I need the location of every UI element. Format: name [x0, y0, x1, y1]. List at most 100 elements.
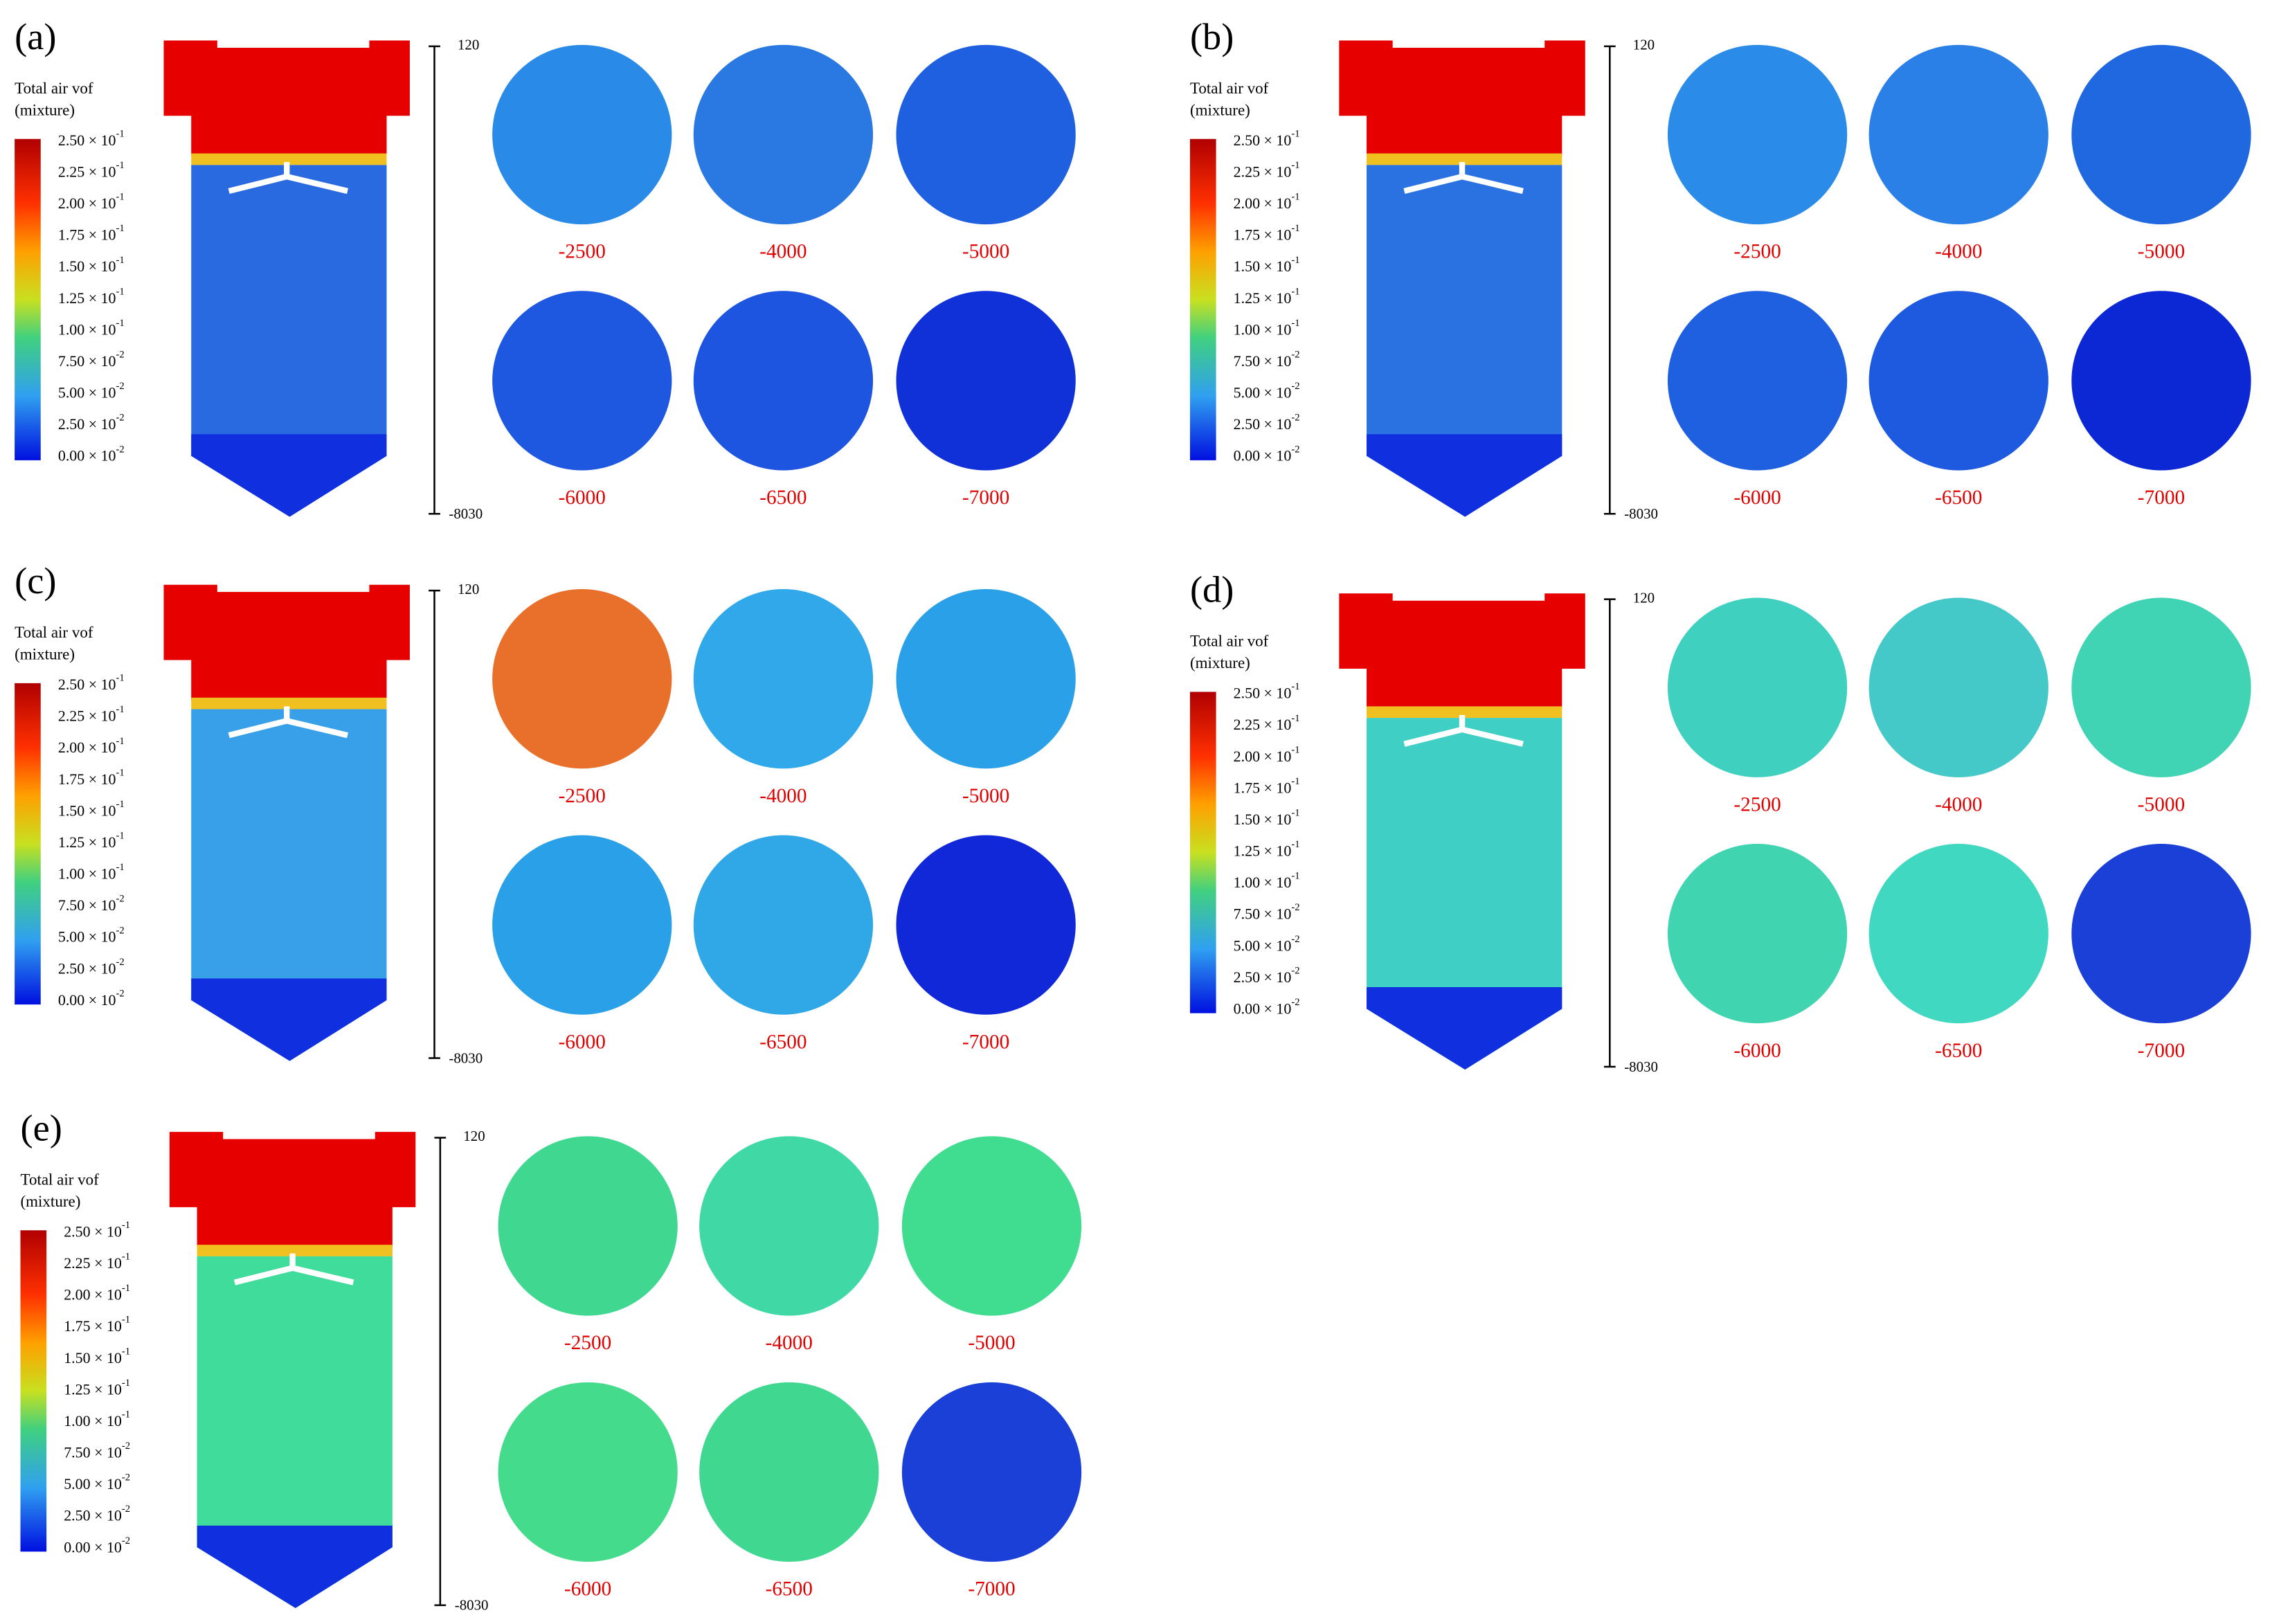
tick-mantissa: 1.50 × 10 — [64, 1349, 122, 1366]
legend-tick: 2.00 × 10-1 — [1234, 745, 1300, 765]
tick-mantissa: 1.25 × 10 — [1234, 289, 1292, 307]
scale-top: 120 — [1633, 37, 1655, 53]
vessel-interface — [1367, 706, 1562, 719]
legend-tick: 0.00 × 10-2 — [1234, 444, 1300, 464]
legend-tick: 7.50 × 10-2 — [1234, 350, 1300, 370]
slice — [693, 291, 874, 471]
tick-exponent: -2 — [116, 444, 125, 455]
tick-exponent: -1 — [122, 1220, 130, 1231]
slice — [1868, 844, 2048, 1024]
tick-mantissa: 7.50 × 10 — [58, 896, 116, 914]
tick-exponent: -2 — [1291, 934, 1299, 945]
legend-title: (mixture) — [21, 1193, 81, 1210]
tick-exponent: -2 — [1291, 413, 1299, 424]
legend-tick: 1.00 × 10-1 — [1234, 318, 1300, 338]
legend-tick: 2.25 × 10-1 — [1234, 713, 1300, 733]
panel: (e)Total air vof(mixture)2.50 × 10-12.25… — [20, 1108, 1082, 1614]
legend-tick: 2.25 × 10-1 — [58, 160, 125, 180]
vessel-top — [163, 40, 410, 156]
tick-mantissa: 5.00 × 10 — [1234, 937, 1292, 954]
panel-label: (d) — [1190, 569, 1234, 611]
legend-tick: 2.50 × 10-1 — [1234, 682, 1300, 702]
slice — [2071, 44, 2251, 225]
tick-exponent: -1 — [116, 129, 125, 140]
legend-tick: 7.50 × 10-2 — [1234, 903, 1300, 923]
legend-tick: 0.00 × 10-2 — [1234, 997, 1300, 1017]
tick-exponent: -1 — [1291, 871, 1299, 882]
slice — [2071, 291, 2251, 471]
legend-tick: 2.50 × 10-1 — [58, 129, 125, 149]
legend-tick: 2.25 × 10-1 — [64, 1252, 130, 1272]
tick-exponent: -1 — [122, 1252, 130, 1263]
tick-exponent: -1 — [116, 705, 125, 716]
slice-label: -5000 — [2138, 793, 2185, 815]
vessel-interface — [1367, 153, 1562, 165]
vessel-bottom — [191, 978, 387, 1061]
slice-label: -2500 — [564, 1332, 611, 1354]
tick-mantissa: 2.00 × 10 — [58, 195, 116, 212]
tick-exponent: -1 — [1291, 745, 1299, 756]
slice-label: -6500 — [759, 1031, 807, 1053]
vessel-top — [1339, 593, 1585, 710]
legend-tick: 2.50 × 10-2 — [1234, 413, 1300, 433]
tick-exponent: -2 — [1291, 997, 1299, 1008]
tick-mantissa: 2.50 × 10 — [1234, 685, 1292, 702]
tick-mantissa: 2.00 × 10 — [1234, 748, 1292, 765]
colorbar — [1189, 692, 1216, 1013]
tick-mantissa: 0.00 × 10 — [64, 1538, 122, 1555]
panel: (d)Total air vof(mixture)2.50 × 10-12.25… — [1189, 569, 2251, 1075]
tick-mantissa: 2.00 × 10 — [1234, 195, 1292, 212]
tick-exponent: -1 — [116, 831, 125, 842]
tick-mantissa: 2.50 × 10 — [1234, 968, 1292, 986]
legend-tick: 2.25 × 10-1 — [58, 705, 125, 725]
panel-label: (e) — [21, 1108, 62, 1149]
legend-tick: 1.00 × 10-1 — [58, 318, 125, 338]
panel-label: (b) — [1190, 16, 1234, 57]
vessel-body — [1367, 718, 1562, 1070]
tick-exponent: -2 — [116, 381, 125, 392]
tick-mantissa: 1.00 × 10 — [58, 865, 116, 883]
tick-exponent: -1 — [1291, 160, 1299, 171]
slice-label: -5000 — [962, 241, 1009, 263]
slice — [896, 835, 1076, 1015]
legend-tick: 2.50 × 10-2 — [58, 413, 125, 433]
tick-mantissa: 5.00 × 10 — [64, 1475, 122, 1492]
slice — [2071, 844, 2251, 1024]
legend-tick: 1.75 × 10-1 — [1234, 776, 1300, 796]
tick-mantissa: 1.25 × 10 — [1234, 842, 1292, 860]
tick-exponent: -2 — [1291, 444, 1299, 455]
slice-label: -7000 — [962, 1031, 1009, 1053]
vessel-interface — [197, 1245, 393, 1256]
slice — [896, 589, 1076, 769]
legend-tick: 2.50 × 10-1 — [58, 673, 125, 693]
tick-mantissa: 2.00 × 10 — [64, 1286, 122, 1303]
tick-mantissa: 0.00 × 10 — [58, 991, 116, 1009]
slice-label: -4000 — [759, 241, 807, 263]
slice-label: -7000 — [2138, 487, 2185, 509]
sparger — [228, 706, 349, 739]
tick-exponent: -2 — [116, 413, 125, 424]
vessel-body — [191, 165, 387, 517]
scale-top: 120 — [458, 37, 479, 53]
legend-tick: 0.00 × 10-2 — [58, 444, 125, 464]
tick-mantissa: 1.75 × 10 — [1234, 226, 1292, 244]
tick-exponent: -1 — [116, 160, 125, 171]
tick-mantissa: 1.75 × 10 — [64, 1317, 122, 1335]
legend-tick: 1.00 × 10-1 — [1234, 871, 1300, 891]
slice — [498, 1382, 678, 1562]
legend-tick: 1.25 × 10-1 — [58, 287, 125, 307]
vessel-bottom — [1367, 434, 1562, 517]
legend-title: (mixture) — [1190, 101, 1250, 118]
panel-label: (c) — [15, 560, 56, 602]
slice — [498, 1136, 678, 1316]
slice — [2071, 597, 2251, 777]
scale-top: 120 — [458, 581, 479, 597]
tick-exponent: -1 — [1291, 287, 1299, 298]
tick-mantissa: 7.50 × 10 — [1234, 352, 1292, 370]
tick-exponent: -2 — [116, 894, 125, 905]
tick-mantissa: 2.25 × 10 — [64, 1254, 122, 1272]
panel: (b)Total air vof(mixture)2.50 × 10-12.25… — [1189, 16, 2251, 522]
scale-bar — [1603, 598, 1616, 1068]
tick-mantissa: 1.25 × 10 — [58, 833, 116, 851]
panel: (a)Total air vof(mixture)2.50 × 10-12.25… — [15, 16, 1076, 522]
